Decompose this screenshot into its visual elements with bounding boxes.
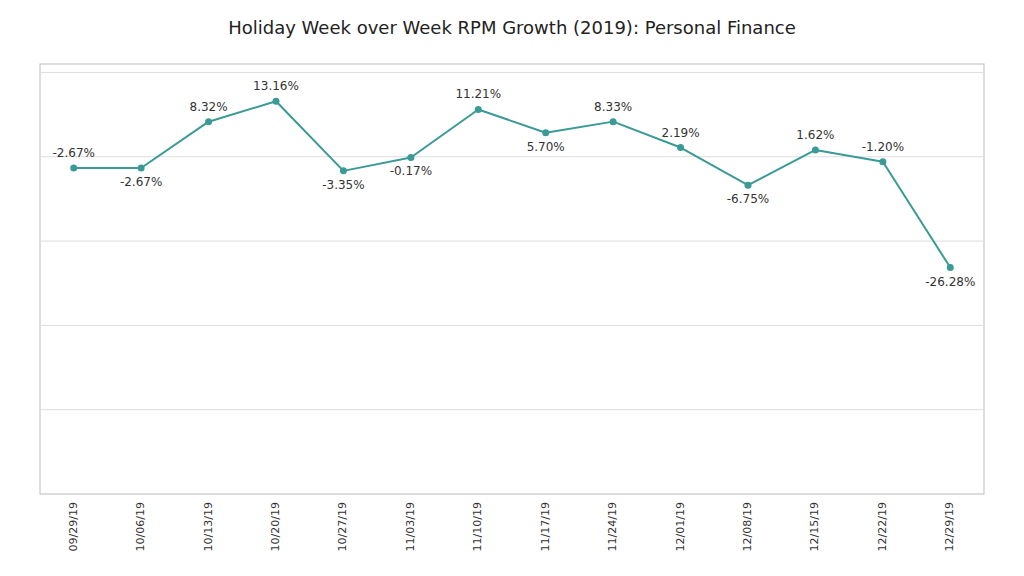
data-label: 13.16%	[253, 79, 299, 93]
grid	[40, 72, 984, 409]
marker	[138, 165, 145, 172]
marker	[273, 98, 280, 105]
x-tick-label: 11/10/19	[471, 502, 484, 551]
line	[74, 101, 951, 267]
plot-frame	[40, 64, 984, 494]
grid-line	[40, 241, 984, 242]
x-tick-label: 09/29/19	[67, 502, 80, 551]
x-tick-label: 10/06/19	[134, 502, 147, 551]
x-tick-label: 11/24/19	[606, 502, 619, 551]
x-tick-label: 10/13/19	[202, 502, 215, 551]
marker	[475, 106, 482, 113]
marker	[745, 182, 752, 189]
data-label: 2.19%	[662, 126, 700, 140]
data-label: 5.70%	[527, 140, 565, 154]
x-tick-label: 10/20/19	[269, 502, 282, 551]
marker	[812, 146, 819, 153]
data-label: -0.17%	[390, 164, 432, 178]
data-label: -26.28%	[925, 275, 975, 289]
marker	[205, 118, 212, 125]
data-label: -1.20%	[862, 140, 904, 154]
grid-line	[40, 72, 984, 73]
data-label: 1.62%	[796, 128, 834, 142]
marker	[610, 118, 617, 125]
grid-line	[40, 325, 984, 326]
data-labels: -2.67% -2.67% 8.32% 13.16% -3.35% -0.17% 11.21…	[52, 79, 975, 288]
chart-title: Holiday Week over Week RPM Growth (2019)…	[228, 17, 796, 38]
data-label: 11.21%	[455, 87, 501, 101]
data-label: 8.32%	[190, 100, 228, 114]
marker	[70, 165, 77, 172]
marker	[542, 129, 549, 136]
data-label: 8.33%	[594, 100, 632, 114]
marker	[879, 158, 886, 165]
marker	[340, 167, 347, 174]
x-tick-label: 11/17/19	[539, 502, 552, 551]
chart-container: Holiday Week over Week RPM Growth (2019)…	[0, 0, 1024, 576]
grid-line	[40, 409, 984, 410]
x-tick-label: 12/22/19	[876, 502, 889, 551]
data-label: -2.67%	[52, 146, 94, 160]
x-tick-label: 11/03/19	[404, 502, 417, 551]
chart: Holiday Week over Week RPM Growth (2019)…	[0, 0, 1024, 576]
x-tick-label: 12/01/19	[674, 502, 687, 551]
data-label: -2.67%	[120, 175, 162, 189]
marker	[677, 144, 684, 151]
data-label: -6.75%	[727, 192, 769, 206]
marker	[407, 154, 414, 161]
grid-line	[40, 156, 984, 157]
marker	[947, 264, 954, 271]
data-group	[70, 98, 954, 271]
x-axis: 09/29/19 10/06/19 10/13/19 10/20/19 10/27/19…	[67, 502, 957, 551]
x-tick-label: 12/15/19	[808, 502, 821, 551]
x-tick-label: 12/08/19	[741, 502, 754, 551]
x-tick-label: 12/29/19	[943, 502, 956, 551]
x-tick-label: 10/27/19	[336, 502, 349, 551]
data-label: -3.35%	[322, 178, 364, 192]
